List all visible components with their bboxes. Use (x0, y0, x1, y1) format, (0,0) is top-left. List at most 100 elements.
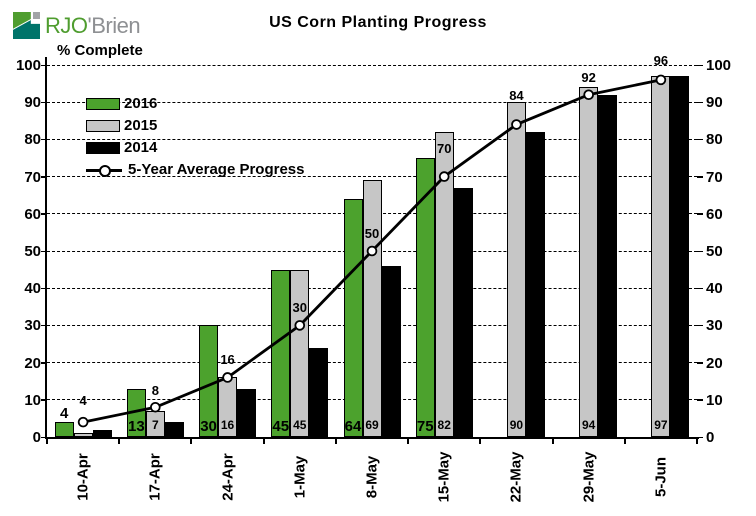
bar-value-label: 45 (272, 418, 290, 435)
line-value-label: 50 (364, 226, 380, 241)
y-tick-left (41, 287, 47, 290)
y-tick-left (41, 399, 47, 401)
legend: 2016 2015 2014 5-Year Average Progress (86, 94, 305, 179)
y-axis-tick-label: 40 (24, 280, 41, 298)
y-axis-tick-label: 50 (24, 243, 41, 260)
y-axis-tick-label: 30 (24, 317, 41, 335)
h-gridline (47, 138, 697, 140)
line-marker (655, 74, 667, 86)
line-value-label: 96 (653, 52, 669, 68)
bar-value-label: 82 (437, 418, 451, 432)
bar-value-label: 16 (220, 418, 235, 432)
y-axis-tick-label-right: 40 (706, 280, 723, 298)
line-marker (366, 245, 378, 257)
legend-swatch-2014 (86, 141, 120, 154)
y-axis-tick-label: 20 (24, 354, 41, 372)
bar-value-label: 69 (365, 418, 379, 432)
legend-item-5yr-average: 5-Year Average Progress (86, 160, 305, 179)
line-value-label: 30 (292, 300, 307, 316)
y-axis-tick-label: 70 (24, 168, 41, 186)
y-axis-tick-label-right: 60 (706, 205, 723, 223)
bar-2014 (237, 388, 257, 437)
line-value-label: 4 (79, 393, 87, 409)
y-axis-tick-label: 60 (24, 205, 41, 223)
y-tick-right (697, 362, 703, 364)
y-tick-left (41, 138, 47, 141)
bar-value-label: 90 (509, 418, 524, 432)
y-tick-right (697, 287, 703, 290)
line-value-label: 84 (509, 87, 524, 103)
bar-2016 (343, 198, 363, 437)
legend-line-dot (99, 164, 111, 177)
bar-2014 (164, 422, 184, 437)
y-axis-tick-label: 80 (24, 131, 41, 149)
x-tick (696, 437, 698, 444)
bar-2014 (381, 265, 401, 437)
y-axis-tick-label-right: 80 (706, 131, 723, 149)
legend-label-2016: 2016 (124, 95, 158, 112)
bar-value-label: 64 (344, 418, 362, 435)
bar-value-label: 7 (151, 418, 159, 432)
y-axis-tick-label: 0 (32, 429, 41, 446)
y-axis-tick-label-right: 10 (706, 391, 723, 409)
line-marker (77, 416, 89, 428)
legend-swatch-2015 (86, 119, 120, 132)
line-marker (150, 401, 161, 413)
y-axis-tick-label-right: 0 (706, 429, 715, 446)
bar-2015 (73, 433, 93, 437)
logo-text-primary: RJO (45, 12, 88, 38)
bar-2016 (271, 269, 291, 437)
y-tick-left (41, 101, 47, 104)
legend-item-2014: 2014 (86, 138, 305, 157)
x-tick (262, 437, 265, 444)
bar-value-label: 45 (293, 418, 307, 432)
y-tick-right (697, 436, 703, 438)
y-axis-tick-label: 100 (15, 57, 41, 74)
x-axis-line (45, 437, 699, 439)
line-marker (438, 171, 450, 182)
x-tick (46, 437, 48, 444)
y-tick-left (41, 213, 47, 215)
y-tick-right (697, 101, 703, 104)
y-axis-title: % Complete (57, 42, 143, 59)
logo-gray-square (32, 12, 40, 20)
h-gridline (47, 101, 697, 103)
chart-title: US Corn Planting Progress (269, 14, 487, 31)
bar-2015 (290, 269, 310, 437)
legend-item-2016: 2016 (86, 94, 305, 113)
line-marker (222, 372, 233, 383)
y-tick-right (697, 399, 703, 401)
bar-2014 (309, 347, 329, 437)
bar-2015 (579, 87, 599, 437)
bar-value-label: 13 (127, 418, 145, 435)
y-tick-right (697, 324, 703, 327)
y-tick-right (697, 250, 703, 252)
y-axis-tick-label-right: 70 (706, 168, 723, 186)
line-marker (511, 119, 522, 130)
bar-2015 (506, 102, 526, 437)
bar-2014 (92, 429, 112, 437)
y-axis-tick-label: 90 (24, 94, 41, 112)
legend-swatch-2016 (86, 97, 120, 110)
y-axis-line (45, 57, 47, 439)
y-tick-right (697, 64, 703, 66)
legend-item-2015: 2015 (86, 116, 305, 135)
bar-value-label: 94 (581, 418, 596, 432)
bar-value-label: 4 (59, 405, 69, 423)
bar-2014 (670, 76, 690, 437)
y-tick-left (41, 362, 47, 364)
line-value-label: 8 (151, 383, 159, 399)
line-marker (294, 320, 306, 331)
y-axis-tick-label-right: 30 (706, 317, 723, 335)
x-tick (118, 437, 121, 444)
x-tick (623, 437, 626, 444)
bar-2014 (453, 187, 473, 437)
rjo-brien-logo-text: RJO'Brien (45, 12, 141, 39)
bar-value-label: 30 (200, 418, 217, 435)
y-axis-tick-label-right: 20 (706, 354, 723, 372)
legend-label-2015: 2015 (124, 117, 158, 134)
logo-text-secondary: 'Brien (87, 12, 141, 38)
y-tick-right (697, 213, 703, 215)
